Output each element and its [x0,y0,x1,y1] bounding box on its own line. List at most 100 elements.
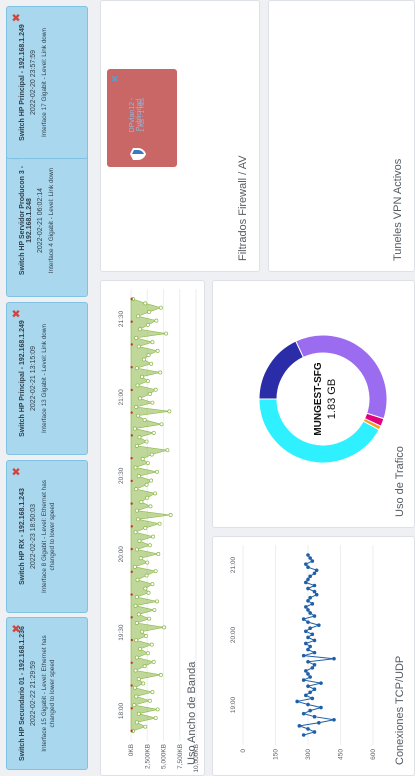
tunnels-panel: Tuneles VPN Activos [268,0,415,272]
connections-point [306,608,310,612]
bandwidth-point [132,685,137,690]
close-icon[interactable]: ✖ [11,624,23,634]
bandwidth-point [149,478,154,483]
baseline-point [130,366,133,369]
connections-point [301,617,306,621]
close-icon[interactable]: ✖ [110,75,120,83]
traffic-title: Uso de Trafico [394,446,406,517]
alert-card[interactable]: ✖ Switch HP RX - 192.168.1.243 2022-02-2… [6,460,88,613]
connections-line [297,554,335,736]
bandwidth-panel: 0KB 2,500KB 5,000KB 7,500KB 10,000KB 18:00 19:… [100,280,205,776]
x-tick-label: 21:00 [230,556,237,573]
connections-point [301,733,306,737]
alert-card[interactable]: ✖ Switch HP Principal - 192.168.1.249 20… [6,6,88,159]
bandwidth-point [153,569,158,574]
bandwidth-point [153,491,158,496]
baseline-point [130,638,134,642]
bandwidth-point [151,430,156,435]
bandwidth-point [134,405,139,409]
bandwidth-point [139,500,144,504]
baseline-point [130,297,133,301]
bandwidth-point [138,396,143,401]
connections-point [304,693,308,698]
connections-point [306,684,310,688]
connections-point [306,577,310,582]
alert-datetime: 2022-02-20 23:57:59 [30,50,37,115]
bandwidth-point [134,694,139,699]
connections-point [308,626,312,631]
bandwidth-point [140,456,145,461]
bandwidth-point [143,526,148,530]
baseline-point [130,388,133,392]
bandwidth-point [144,439,149,444]
bandwidth-point [136,344,141,349]
bandwidth-point [159,422,164,427]
x-tick-label: 18:00 [118,702,125,719]
bandwidth-point [138,646,143,651]
x-tick-label: 20:00 [118,546,125,563]
bandwidth-point [135,577,140,582]
bandwidth-point [150,690,155,695]
bandwidth-point [143,724,148,729]
connections-point [306,672,310,676]
close-icon[interactable]: ✖ [11,309,23,319]
connections-point [304,562,308,566]
connections-point [308,556,312,560]
connections-point [301,711,306,716]
connections-point [319,681,323,685]
bandwidth-point [158,305,163,310]
alert-card[interactable]: ✖ Switch HP Servidor Producon 3 - 192.16… [6,144,88,297]
alert-card[interactable]: ✖ Switch HP Principal - 192.168.1.249 20… [6,302,88,455]
connections-point [308,574,312,579]
bandwidth-point [137,538,142,543]
bandwidth-point [138,556,143,561]
y-tick-label: 2,500KB [144,744,151,769]
bandwidth-point [150,582,155,587]
bandwidth-point [147,616,152,621]
alert-card[interactable]: ✖ Switch HP Secundario 01 - 192.168.1.23… [6,617,88,770]
bandwidth-point [142,418,147,422]
x-tick-label: 20:00 [230,626,237,643]
bandwidth-point [136,314,141,319]
bandwidth-point [136,474,141,479]
bandwidth-point [136,517,141,522]
y-tick-label: 0KB [128,744,135,756]
firewall-tile[interactable]: ✖ DPvlan12 - Publicidad 1 KB - 1 Hits [107,69,177,167]
firewall-panel: Filtrados Firewall / AV ✖ DPvlan12 - Pub… [100,0,260,272]
donut-slice [258,340,305,400]
connections-point [310,666,315,670]
alert-title: Switch HP Principal - 192.168.1.249 [19,24,26,141]
bandwidth-point [145,379,150,384]
bandwidth-title: Uso Ancho de Banda [186,661,198,765]
connections-point [308,690,312,695]
close-icon[interactable]: ✖ [11,13,23,23]
bandwidth-point [148,504,153,509]
close-icon[interactable]: ✖ [11,467,23,477]
bandwidth-point [153,716,158,720]
bandwidth-point [150,340,155,345]
bandwidth-point [134,595,139,600]
connections-point [312,714,317,719]
bandwidth-point [142,664,147,669]
connections-point [312,638,317,643]
bandwidth-point [155,469,159,474]
bandwidth-point [151,534,156,539]
connections-point [306,647,310,652]
alert-datetime: 2022-02-21 13:15:09 [30,346,37,411]
connections-point [312,589,317,594]
connections-point [310,602,315,606]
bandwidth-point [138,327,143,332]
connections-point [308,611,312,615]
connections-point [295,699,299,704]
bandwidth-point [147,392,152,396]
connections-point [312,571,317,576]
connections-point [312,583,317,588]
bandwidth-point [144,482,149,487]
baseline-point [130,411,133,414]
y-tick-label: 7,500KB [177,744,184,769]
alert-datetime: 2022-02-23 18:50:03 [30,504,37,569]
donut-slice [258,398,380,464]
bandwidth-point [145,495,150,500]
connections-point [308,708,312,713]
bandwidth-point [147,698,152,703]
